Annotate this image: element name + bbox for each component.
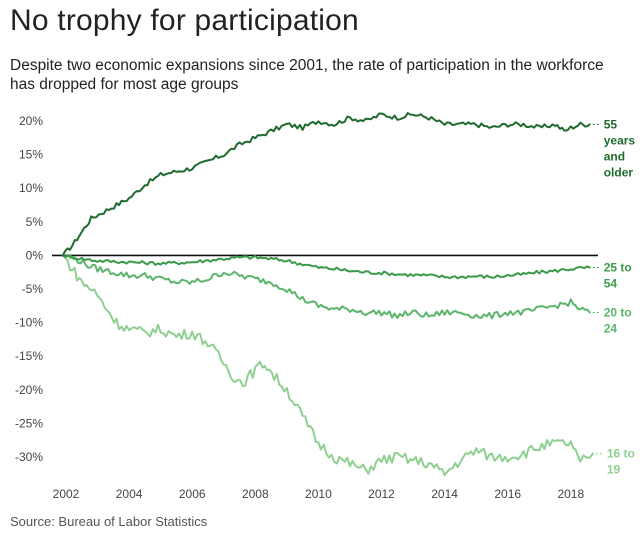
- y-tick-label: 20%: [19, 114, 43, 128]
- series-line-16-to-19: [61, 254, 594, 476]
- x-tick-label: 2018: [557, 487, 584, 501]
- y-tick-label: -15%: [15, 349, 43, 363]
- series-labels: 16 to 19 20 to 24 25 to 54 55 years and older: [592, 117, 636, 477]
- x-tick-label: 2016: [494, 487, 521, 501]
- y-tick-label: -20%: [15, 383, 43, 397]
- series-line-55-years-and-older: [61, 112, 591, 257]
- x-tick-label: 2006: [179, 487, 206, 501]
- chart-subtitle: Despite two economic expansions since 20…: [10, 57, 604, 93]
- x-tick-label: 2014: [431, 487, 458, 501]
- x-tick-label: 2002: [53, 487, 80, 501]
- y-tick-label: 0%: [26, 248, 44, 262]
- series-label-line: 16 to: [607, 447, 635, 461]
- series-line-20-to-24: [61, 254, 591, 320]
- series-label-line: 55: [604, 117, 618, 131]
- series-line-25-to-54: [61, 254, 591, 280]
- series-label-line: older: [604, 165, 634, 179]
- y-axis: 20% 15% 10% 5% 0% -5% -10% -15% -20% -25% -30%: [15, 114, 43, 464]
- y-tick-label: 10%: [19, 181, 43, 195]
- series-label-line: 54: [604, 276, 618, 290]
- series-label-line: 20 to: [604, 306, 632, 320]
- y-tick-label: -30%: [15, 450, 43, 464]
- x-tick-label: 2004: [116, 487, 143, 501]
- y-tick-label: -5%: [22, 282, 44, 296]
- series-layer: [61, 112, 594, 476]
- y-tick-label: -25%: [15, 416, 43, 430]
- series-label-line: years: [604, 133, 636, 147]
- source-note: Source: Bureau of Labor Statistics: [10, 514, 208, 529]
- x-axis: 2002 2004 2006 2008 2010 2012 2014 2016 2018: [53, 487, 585, 501]
- y-tick-label: 5%: [26, 215, 44, 229]
- x-tick-label: 2008: [242, 487, 269, 501]
- series-label-line: 24: [604, 322, 618, 336]
- x-tick-label: 2012: [368, 487, 395, 501]
- y-tick-label: -10%: [15, 316, 43, 330]
- series-label-line: 25 to: [604, 260, 632, 274]
- x-tick-label: 2010: [305, 487, 332, 501]
- y-tick-label: 15%: [19, 148, 43, 162]
- series-label-line: and: [604, 149, 625, 163]
- series-label-line: 19: [607, 463, 621, 477]
- chart-title: No trophy for participation: [10, 4, 359, 37]
